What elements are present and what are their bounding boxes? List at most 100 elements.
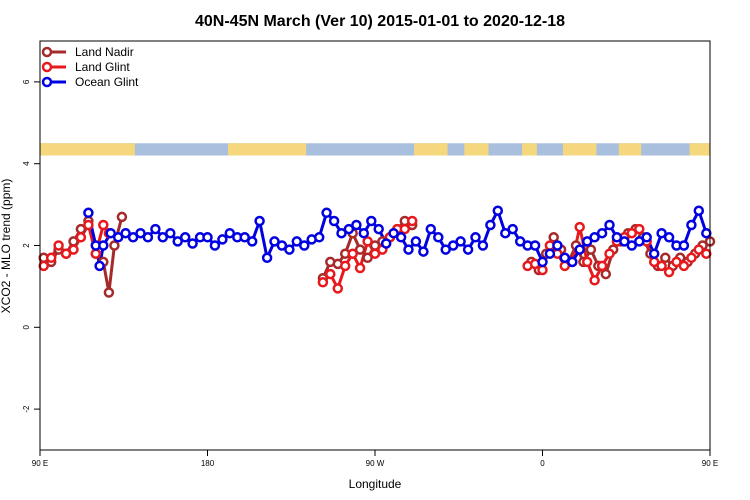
land-glint-point [347,248,358,259]
ocean-glint-point [179,232,191,243]
ocean-glint-point [127,232,139,243]
y-tick-label: 4 [22,161,31,166]
ocean-glint-point [343,223,355,235]
land-nadir-point [109,240,120,251]
ocean-glint-point [150,223,161,235]
ocean-glint-point [165,227,176,239]
land-glint-point [656,260,667,272]
y-tick-label: -2 [22,405,31,413]
ocean-glint-point [276,240,288,251]
ocean-glint-point [410,236,422,247]
ocean-glint-point [537,256,548,268]
ocean-glint-point [686,219,697,231]
ocean-glint-point [701,227,712,239]
ocean-glint-point [321,207,332,219]
ocean-glint-point [224,227,236,239]
land-glint-point [68,244,79,255]
ocean-glint-point [418,246,429,257]
ocean-glint-point [544,248,556,259]
x-tick-label: 90 E [32,459,48,468]
land-nadir-point [116,211,128,223]
ocean-glint-point [626,240,638,251]
ocean-glint-point [470,232,481,243]
land-glint-point [98,219,109,231]
ocean-glint-point [142,232,154,243]
ocean-glint-point [269,236,280,247]
land-glint-point [38,260,49,272]
land-nadir-point [103,287,115,298]
ocean-glint-point [172,236,183,247]
ocean-glint-point [403,244,414,255]
x-tick-label: 90 W [366,459,385,468]
land-glint-point [406,215,418,227]
ocean-glint-point [94,260,105,272]
x-axis: 90 E 180 90 W 0 90 E [32,450,718,468]
land-glint-point [701,248,712,259]
ocean-glint-point [157,232,169,243]
ocean-glint-point [120,227,131,239]
ocean-glint-point [209,240,221,251]
chart-title: 40N-45N March (Ver 10) 2015-01-01 to 202… [195,13,565,30]
ocean-glint-point [217,234,228,245]
y-axis: -2 0 2 4 6 [22,79,40,413]
land-glint-point [75,232,87,243]
ocean-glint-point [299,240,310,251]
land-glint-point [354,262,366,274]
land-nadir-point [600,268,612,280]
x-tick-label: 180 [201,459,215,468]
ocean-glint-point [500,227,511,239]
ocean-glint-point [447,240,459,251]
y-tick-label: 2 [22,243,31,248]
ocean-glint-point [507,223,518,235]
land-glint-point [339,260,351,272]
ocean-glint-point [425,223,437,235]
land-segment [227,143,307,156]
y-axis-label: XCO2 - MLO trend (ppm) [0,179,13,314]
ocean-glint-point [83,207,94,219]
ocean-glint-point [105,227,116,239]
ocean-glint-point [648,248,660,259]
x-tick-label: 0 [540,459,545,468]
ocean-glint-point [284,244,295,255]
ocean-glint-point [388,227,399,239]
land-glint-point [362,236,373,247]
land-glint-point [45,252,57,264]
ocean-glint-point [455,236,466,247]
ocean-glint-point [552,240,563,251]
ocean-glint-point [611,232,623,243]
ocean-glint-legend-marker [41,76,53,88]
land-glint-legend-label: Land Glint [75,60,130,74]
ocean-glint-point [559,252,571,264]
land-glint-point [369,248,381,259]
land-glint-point [626,227,638,239]
plot-points [38,205,716,298]
land-mask [40,143,710,156]
ocean-glint-point [291,236,303,247]
ocean-glint-point [98,240,109,251]
x-axis-label: Longitude [349,477,402,491]
land-glint-point [537,264,548,276]
land-segment [464,143,489,156]
ocean-glint-point [567,256,578,268]
land-glint-point [332,283,344,294]
ocean-glint-point [477,240,489,251]
land-glint-point [574,221,585,233]
land-nadir-legend-label: Land Nadir [75,45,134,59]
land-segment [562,143,597,156]
land-glint-point [83,219,94,231]
land-glint-legend-marker [41,61,53,73]
land-glint-point [596,260,608,272]
ocean-glint-point [358,227,370,239]
ocean-glint-point [254,215,265,227]
ocean-glint-point [574,244,585,255]
ocean-glint-point [619,236,630,247]
land-nadir-point [362,252,373,264]
ocean-glint-point [112,232,124,243]
land-segment [618,143,642,156]
land-glint-point [678,260,690,272]
land-segment [40,143,135,156]
land-glint-point [581,256,593,268]
ocean-glint-point [663,232,675,243]
